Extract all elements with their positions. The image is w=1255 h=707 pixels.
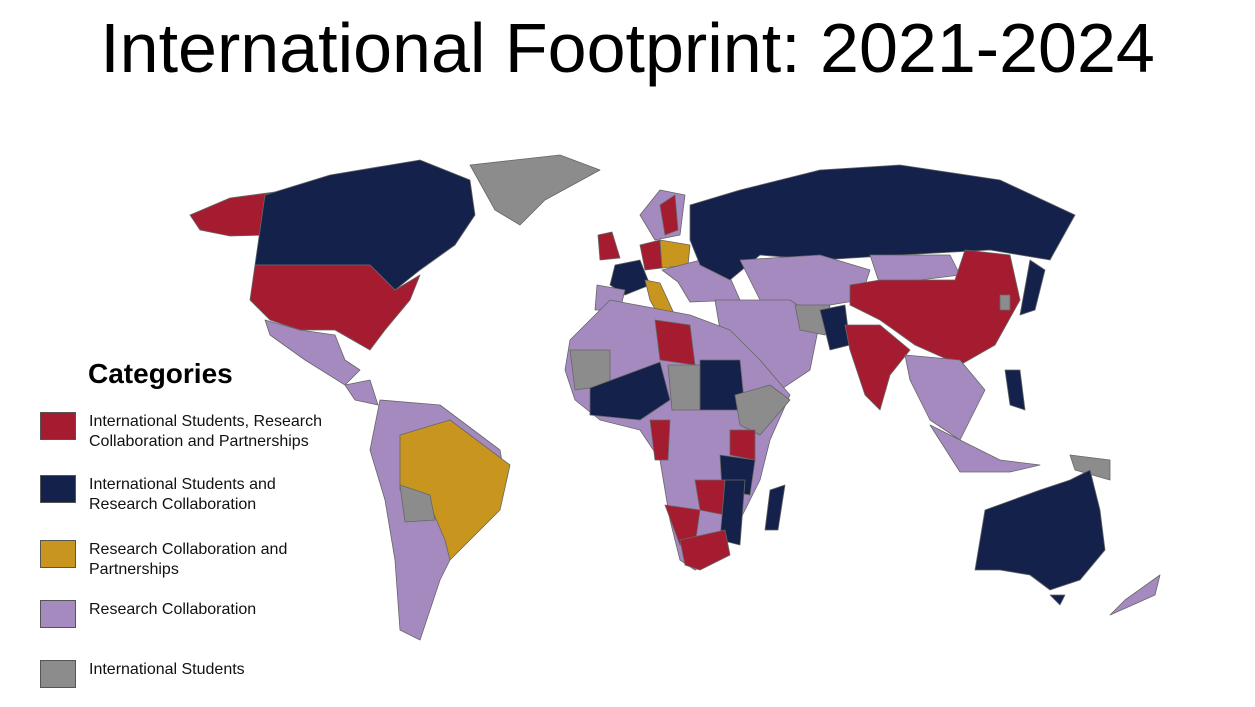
country [649,419,671,461]
country [764,484,786,531]
country [399,484,436,523]
country [844,324,911,411]
country [264,319,361,386]
legend-swatch [40,540,76,568]
country [689,164,1076,281]
country [469,154,601,226]
legend-label: Research Collaboration and Partnerships [89,541,288,578]
country [659,194,679,236]
country [639,239,663,271]
country [1109,574,1161,616]
country [654,319,696,366]
country [904,354,986,441]
legend-swatch [40,475,76,503]
legend-label: Research Collaboration [89,601,257,618]
legend-title: Categories [88,358,233,389]
country [597,231,621,261]
country [1004,369,1026,411]
country [679,529,731,571]
country [719,479,746,546]
country [849,249,1021,366]
country [974,469,1106,591]
country [344,379,379,406]
country [609,259,651,296]
country [667,364,701,411]
legend-label: International Students, Research Collabo… [89,413,323,450]
legend-swatch [40,412,76,440]
country [1069,454,1111,481]
country [589,361,671,421]
legend-swatch [40,600,76,628]
country [999,294,1011,311]
country [929,424,1041,473]
country [1019,259,1046,316]
country [249,264,421,351]
title: International Footprint: 2021-2024 [100,9,1155,87]
country [729,429,756,461]
legend-swatch [40,660,76,688]
country [1049,594,1066,606]
country [734,384,791,436]
legend-label: International Students and Research Coll… [89,476,276,513]
legend-label: International Students [89,661,245,678]
